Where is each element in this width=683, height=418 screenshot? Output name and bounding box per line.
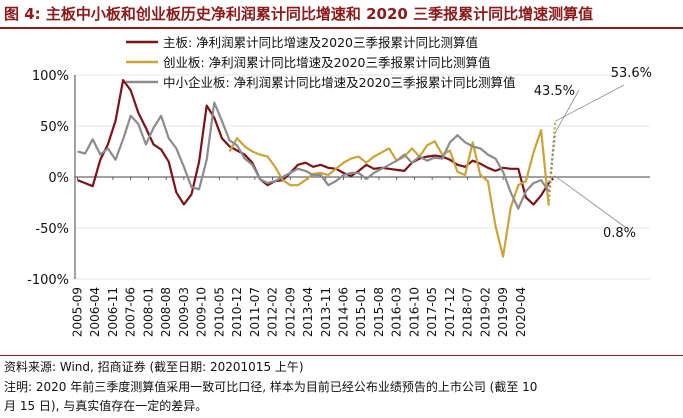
x-tick-label: 2016-10 [407, 287, 421, 337]
y-tick-label: -100% [27, 273, 69, 288]
x-tick-label: 2016-03 [390, 287, 404, 337]
x-tick-label: 2010-05 [212, 287, 226, 337]
x-tick-label: 2017-12 [443, 287, 457, 337]
x-tick-label: 2012-02 [266, 287, 280, 337]
annotation-leader [554, 89, 580, 133]
x-tick-label: 2019-09 [496, 287, 510, 337]
y-tick-label: -50% [35, 222, 69, 237]
y-tick-label: 50% [40, 120, 69, 135]
x-tick-label: 2007-06 [124, 287, 138, 337]
x-tick-label: 2006-11 [106, 287, 120, 337]
series-line [228, 129, 550, 258]
legend-label: 主板: 净利润累计同比增速及2020三季报累计同比测算值 [163, 35, 478, 50]
legend-label: 创业板: 净利润累计同比增速及2020三季报累计同比测算值 [163, 55, 491, 70]
x-tick-label: 2011-07 [248, 287, 262, 337]
x-tick-label: 2012-09 [283, 287, 297, 337]
x-tick-label: 2020-04 [514, 287, 528, 337]
x-tick-label: 2008-01 [141, 287, 155, 337]
footer-rule [0, 355, 683, 356]
footnote-line-2: 月 15 日), 与真实值存在一定的差异。 [4, 399, 208, 413]
axes: -100% -50% 0% 50% 100% 2005-09 2006-04 2006-11 2… [27, 69, 650, 337]
gridlines [75, 74, 650, 280]
x-tick-label: 2019-02 [478, 287, 492, 337]
annotation-leader [554, 175, 626, 228]
x-tick-label: 2010-12 [230, 287, 244, 337]
series-line [77, 101, 550, 210]
y-tick-label: 0% [48, 171, 69, 186]
x-tick-label: 2013-11 [319, 287, 333, 337]
x-tick-label: 2015-08 [372, 287, 386, 337]
x-tick-label: 2013-04 [301, 287, 315, 337]
projection-label: 43.5% [534, 84, 575, 99]
footnote-line-1: 注明: 2020 年前三季度测算值采用一致可比口径, 样本为目前已经公布业绩预告… [4, 380, 538, 394]
title-rule [0, 27, 683, 29]
series-line [77, 79, 550, 206]
projection-label: 0.8% [603, 226, 636, 241]
figure-title: 图 4: 主板中小板和创业板历史净利润累计同比增速和 2020 三季报累计同比增… [4, 5, 594, 23]
x-tick-label: 2005-09 [71, 287, 85, 337]
projection-line [547, 132, 557, 192]
source-note: 资料来源: Wind, 招商证券 (截至日期: 20201015 上午) [4, 360, 304, 374]
x-tick-label: 2015-01 [354, 287, 368, 337]
x-tick-label: 2009-03 [177, 287, 191, 337]
x-tick-label: 2008-08 [159, 287, 173, 337]
x-tick-label: 2009-10 [195, 287, 209, 337]
x-tick-label: 2018-07 [461, 287, 475, 337]
x-tick-label: 2017-05 [425, 287, 439, 337]
legend-label: 中小企业板: 净利润累计同比增速及2020三季报累计同比测算值 [163, 75, 516, 90]
x-tick-label: 2006-04 [88, 287, 102, 337]
projections: 0.8% 53.6% 43.5% [534, 66, 652, 241]
chart: -100% -50% 0% 50% 100% 2005-09 2006-04 2006-11 2… [27, 35, 652, 337]
y-tick-label: 100% [32, 69, 69, 84]
annotation-leader [555, 84, 625, 122]
x-tick-label: 2014-06 [337, 287, 351, 337]
projection-label: 53.6% [611, 66, 652, 81]
series-lines [77, 79, 550, 258]
